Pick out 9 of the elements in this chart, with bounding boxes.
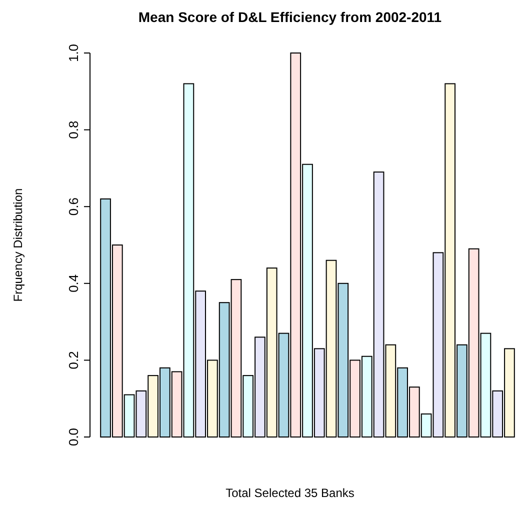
y-tick-label: 1.0 [66,44,81,62]
x-axis-title: Total Selected 35 Banks [226,486,354,500]
y-tick-label: 0.4 [66,274,81,292]
chart-title: Mean Score of D&L Efficiency from 2002-2011 [138,9,442,25]
y-tick-label: 0.6 [66,198,81,216]
y-axis-title: Frquency Distribution [11,188,25,302]
y-tick-label: 0.0 [66,428,81,446]
y-tick-label: 0.8 [66,120,81,139]
y-tick-label: 0.2 [66,351,81,370]
